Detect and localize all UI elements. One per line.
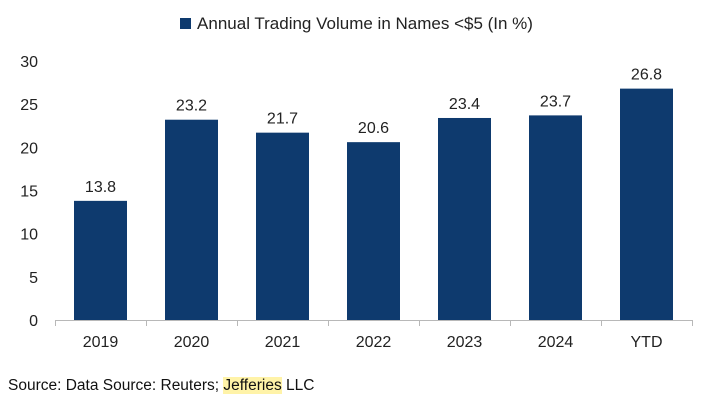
- x-tick-label: 2019: [83, 334, 119, 351]
- y-tick-label: 30: [20, 54, 38, 71]
- data-label: 23.2: [176, 98, 207, 115]
- y-tick-label: 15: [20, 184, 38, 201]
- y-tick-label: 25: [20, 97, 38, 114]
- data-label: 23.4: [449, 96, 480, 113]
- x-tick-label: 2022: [356, 334, 392, 351]
- x-tick-label: 2021: [265, 334, 301, 351]
- legend-swatch: [180, 18, 192, 29]
- bar-2020: [165, 119, 218, 320]
- data-label: 23.7: [540, 93, 571, 110]
- x-tick-label: 2023: [447, 334, 483, 351]
- bar-2024: [529, 115, 582, 320]
- bar-YTD: [620, 88, 673, 320]
- y-tick-label: 5: [29, 270, 38, 287]
- bar-2022: [347, 142, 400, 320]
- y-tick-label: 20: [20, 140, 38, 157]
- legend-label: Annual Trading Volume in Names <$5 (In %…: [197, 14, 533, 33]
- x-tick-label: 2020: [174, 334, 210, 351]
- bar-2019: [74, 200, 127, 320]
- source-suffix: LLC: [281, 377, 315, 394]
- data-label: 13.8: [85, 179, 116, 196]
- y-tick-label: 10: [20, 227, 38, 244]
- bar-2023: [438, 117, 491, 320]
- y-tick-label: 0: [29, 313, 38, 330]
- legend: Annual Trading Volume in Names <$5 (In %…: [0, 14, 713, 34]
- data-label: 21.7: [267, 111, 298, 128]
- x-tick-label: 2024: [538, 334, 574, 351]
- data-label: 26.8: [631, 67, 662, 84]
- source-note: Source: Data Source: Reuters; Jefferies …: [8, 377, 314, 395]
- source-prefix: Source: Data Source: Reuters;: [8, 377, 224, 394]
- bar-2021: [256, 132, 309, 320]
- source-highlight: Jefferies: [223, 377, 282, 394]
- x-tick-label: YTD: [631, 334, 663, 351]
- data-label: 20.6: [358, 120, 389, 137]
